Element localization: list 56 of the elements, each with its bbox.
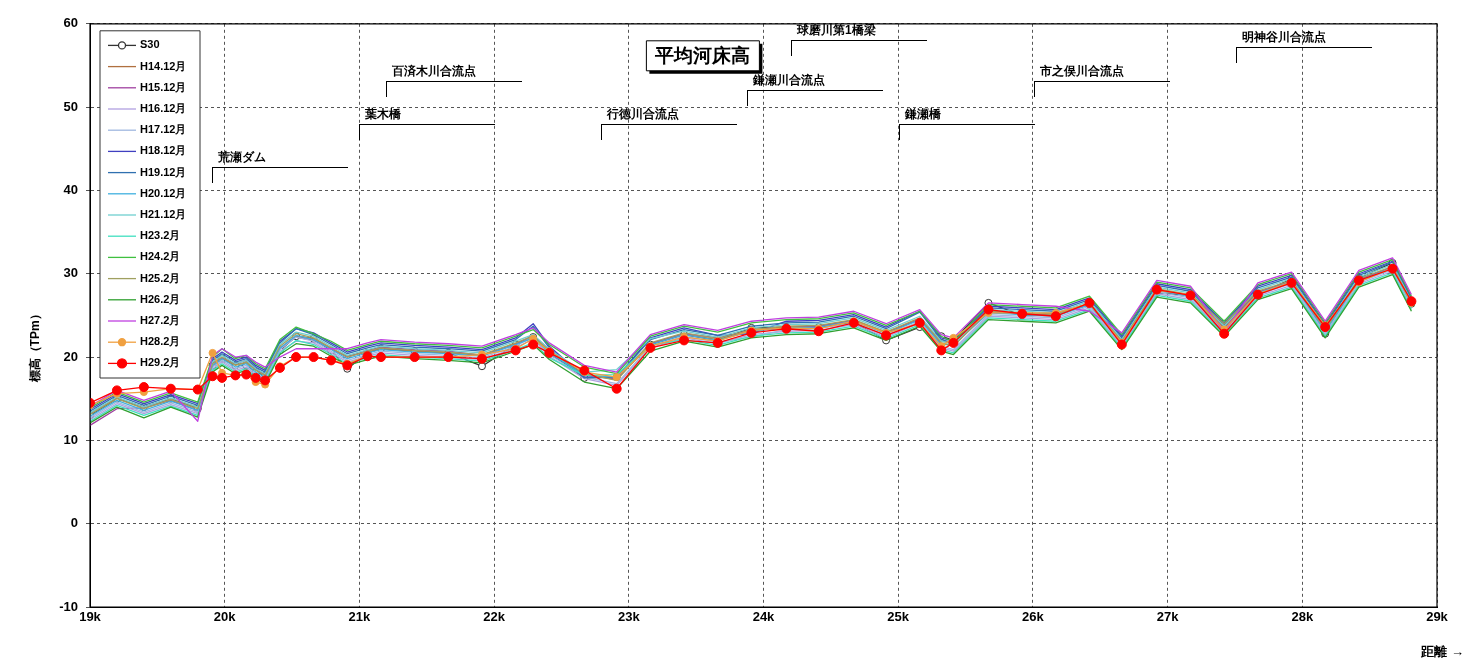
x-tick-label: 24k	[752, 609, 776, 625]
x-tick-label: 23k	[617, 609, 641, 625]
text: 平均河床高	[654, 45, 751, 67]
x-tick-label: 26k	[1022, 609, 1045, 625]
annotation: 行徳川合流点	[607, 107, 679, 122]
annotation: 百済木川合流点	[392, 64, 476, 79]
annotation: 市之俣川合流点	[1040, 64, 1124, 79]
x-tick-label: 28k	[1291, 609, 1314, 625]
annotation: 明神谷川合流点	[1242, 30, 1326, 45]
legend-label: H19.12月	[140, 165, 187, 178]
annotation: 葉木橋	[365, 107, 401, 122]
annotation: 鎌瀬川合流点	[753, 73, 825, 88]
legend-label: H18.12月	[140, 144, 187, 157]
y-tick-label: -10	[59, 598, 78, 614]
y-tick-label: 10	[63, 431, 78, 447]
x-tick-label: 27k	[1156, 609, 1180, 625]
legend-label: H28.2月	[140, 335, 181, 348]
y-tick-label: 30	[63, 265, 78, 281]
legend-label: H20.12月	[140, 186, 187, 199]
legend-label: H26.2月	[140, 292, 181, 305]
callout-bracket: 鎌瀬橋	[899, 107, 1035, 140]
y-tick-label: 60	[63, 15, 78, 31]
y-axis-title: 標高（TPm）	[28, 308, 43, 384]
callout-bracket: 葉木橋	[359, 107, 495, 140]
annotation: 鎌瀬橋	[905, 107, 941, 122]
legend-label: H21.12月	[140, 208, 187, 221]
legend-label: H24.2月	[140, 250, 181, 263]
x-axis-title: 距離 →	[1420, 644, 1464, 659]
callout-bracket: 市之俣川合流点	[1034, 64, 1170, 97]
legend-label: H15.12月	[140, 80, 187, 93]
y-tick-label: 20	[63, 348, 78, 364]
y-tick-label: 0	[70, 515, 78, 531]
callout-bracket: 球磨川第1橋梁	[791, 23, 927, 56]
callout-bracket: 鎌瀬川合流点	[747, 73, 883, 106]
x-tick-label: 25k	[887, 609, 910, 625]
y-tick-label: 50	[63, 98, 78, 114]
annotation: 球磨川第1橋梁	[797, 23, 876, 38]
callout-bracket: 行徳川合流点	[601, 107, 737, 140]
legend-label: H29.2月	[140, 356, 181, 369]
x-tick-label: 22k	[483, 609, 506, 625]
x-tick-label: 20k	[213, 609, 237, 625]
legend-label: H25.2月	[140, 271, 181, 284]
legend-label: H17.12月	[140, 123, 187, 136]
callout-bracket: 荒瀬ダム	[212, 150, 348, 183]
legend-label: H23.2月	[140, 229, 181, 242]
legend-label: H27.2月	[140, 314, 181, 327]
callout-bracket: 百済木川合流点	[386, 64, 522, 97]
x-tick-label: 19k	[79, 609, 102, 625]
callout-bracket: 明神谷川合流点	[1236, 30, 1372, 63]
annotation: 荒瀬ダム	[218, 150, 266, 165]
legend-label: H16.12月	[140, 102, 187, 115]
y-tick-label: 40	[63, 182, 78, 198]
legend-label: H14.12月	[140, 59, 187, 72]
legend-label: S30	[140, 38, 160, 51]
x-tick-label: 29k	[1426, 609, 1449, 625]
x-tick-label: 21k	[348, 609, 372, 625]
